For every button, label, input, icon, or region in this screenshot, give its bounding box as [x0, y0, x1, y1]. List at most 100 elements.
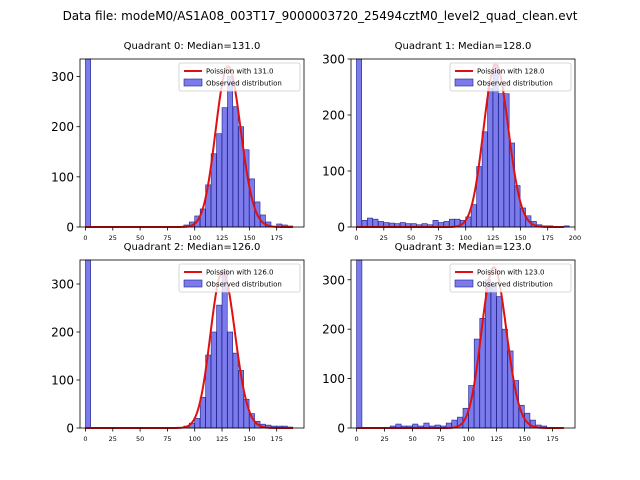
subplot-quadrant-1: Quadrant 1: Median=128.0 0 25 50 75 100 125 150…	[322, 41, 581, 242]
legend-label-poisson: Poission with 128.0	[477, 68, 545, 76]
legend-bar-swatch	[183, 279, 203, 288]
x-tick-label: 25	[109, 234, 117, 242]
histogram-bar	[361, 219, 368, 228]
x-tick-label: 25	[109, 435, 117, 443]
subplot-title: Quadrant 0: Median=131.0	[124, 41, 261, 52]
legend-bar-swatch	[183, 78, 203, 87]
histogram-bar	[210, 331, 217, 429]
y-tick-label: 300	[322, 273, 345, 287]
axes-frame	[79, 259, 305, 429]
histogram-bar	[194, 418, 201, 429]
y-tick-label: 200	[51, 120, 74, 134]
y-tick-label: 100	[51, 170, 74, 184]
histogram-bar	[85, 259, 91, 429]
y-tick-label: 200	[322, 109, 345, 123]
y-tick-label: 200	[51, 326, 74, 340]
x-tick-label: 50	[136, 234, 144, 242]
axes-frame	[79, 58, 305, 228]
x-tick-label: 75	[434, 234, 442, 242]
x-tick-label: 25	[380, 435, 388, 443]
histogram-bar	[216, 304, 223, 429]
subplot-title: Quadrant 3: Median=123.0	[395, 242, 532, 253]
subplot-quadrant-3: Quadrant 3: Median=123.0 0 25 50 75 100 125 150…	[322, 242, 576, 443]
x-tick-label: 125	[216, 435, 228, 443]
x-tick-label: 125	[487, 234, 499, 242]
histogram-bar	[496, 296, 503, 429]
x-tick-label: 100	[189, 234, 201, 242]
histogram-bar	[227, 76, 233, 228]
x-tick-label: 75	[163, 435, 171, 443]
histogram-bar	[356, 58, 362, 228]
x-tick-label: 50	[136, 435, 144, 443]
x-tick-label: 100	[189, 435, 201, 443]
x-tick-label: 150	[243, 234, 255, 242]
y-tick-label: 300	[51, 278, 74, 292]
axes-frame	[350, 58, 576, 228]
x-tick-label: 75	[163, 234, 171, 242]
histogram-bar	[501, 328, 508, 429]
x-tick-label: 100	[460, 234, 472, 242]
histogram-bar	[372, 218, 379, 228]
x-tick-label: 0	[354, 234, 358, 242]
histogram-bar	[490, 285, 497, 429]
x-tick-label: 50	[407, 234, 415, 242]
histogram-bar	[232, 106, 239, 228]
histogram-bar	[432, 219, 439, 228]
legend-label-observed: Observed distribution	[206, 80, 282, 88]
subplot-title: Quadrant 2: Median=126.0	[124, 242, 261, 253]
x-tick-label: 100	[462, 435, 474, 443]
legend-label-poisson: Poission with 126.0	[206, 269, 274, 277]
legend-box	[449, 263, 572, 293]
y-tick-label: 0	[337, 422, 345, 436]
x-tick-label: 200	[569, 234, 581, 242]
x-tick-label: 50	[408, 435, 416, 443]
x-tick-label: 175	[541, 234, 553, 242]
figure-title: Data file: modeM0/AS1A08_003T17_90000037…	[63, 9, 578, 23]
x-tick-label: 150	[243, 435, 255, 443]
subplots: Quadrant 0: Median=131.0 0 25 50 75 100 125 150…	[51, 41, 581, 443]
y-tick-label: 100	[322, 165, 345, 179]
legend-label-poisson: Poission with 131.0	[206, 68, 274, 76]
x-tick-label: 175	[270, 435, 282, 443]
subplot-title: Quadrant 1: Median=128.0	[395, 41, 532, 52]
histogram-bar	[481, 131, 488, 228]
legend-box	[449, 62, 572, 92]
legend-box	[178, 263, 301, 293]
x-tick-label: 0	[355, 435, 359, 443]
x-tick-label: 150	[518, 435, 530, 443]
histogram-bar	[85, 58, 91, 228]
histogram-bar	[221, 107, 228, 228]
subplot-quadrant-0: Quadrant 0: Median=131.0 0 25 50 75 100 125 150…	[51, 41, 305, 242]
x-tick-label: 0	[83, 435, 87, 443]
x-tick-label: 0	[83, 234, 87, 242]
y-tick-label: 100	[51, 374, 74, 388]
x-tick-label: 125	[490, 435, 502, 443]
x-tick-label: 175	[546, 435, 558, 443]
x-tick-label: 150	[514, 234, 526, 242]
histogram-bar	[216, 133, 223, 228]
histogram-bar	[487, 87, 494, 228]
y-tick-label: 300	[322, 53, 345, 67]
legend-label-observed: Observed distribution	[477, 80, 553, 88]
legend-label-poisson: Poission with 123.0	[477, 269, 545, 277]
histogram-bar	[221, 269, 228, 429]
y-tick-label: 0	[66, 221, 74, 235]
legend-bar-swatch	[454, 78, 474, 87]
legend-box	[178, 62, 301, 92]
legend-label-observed: Observed distribution	[206, 281, 282, 289]
x-tick-label: 75	[436, 435, 444, 443]
histogram-bar	[498, 93, 505, 228]
histogram-bar	[367, 217, 373, 228]
x-tick-label: 175	[270, 234, 282, 242]
axes-frame	[350, 259, 576, 429]
legend-label-observed: Observed distribution	[477, 281, 553, 289]
y-tick-label: 200	[322, 323, 345, 337]
y-tick-label: 300	[51, 70, 74, 84]
histogram-bar	[232, 352, 239, 429]
y-tick-label: 0	[66, 422, 74, 436]
legend-bar-swatch	[454, 279, 474, 288]
y-tick-label: 100	[322, 372, 345, 386]
subplot-quadrant-2: Quadrant 2: Median=126.0 0 25 50 75 100 125 150…	[51, 242, 305, 443]
x-tick-label: 125	[216, 234, 228, 242]
